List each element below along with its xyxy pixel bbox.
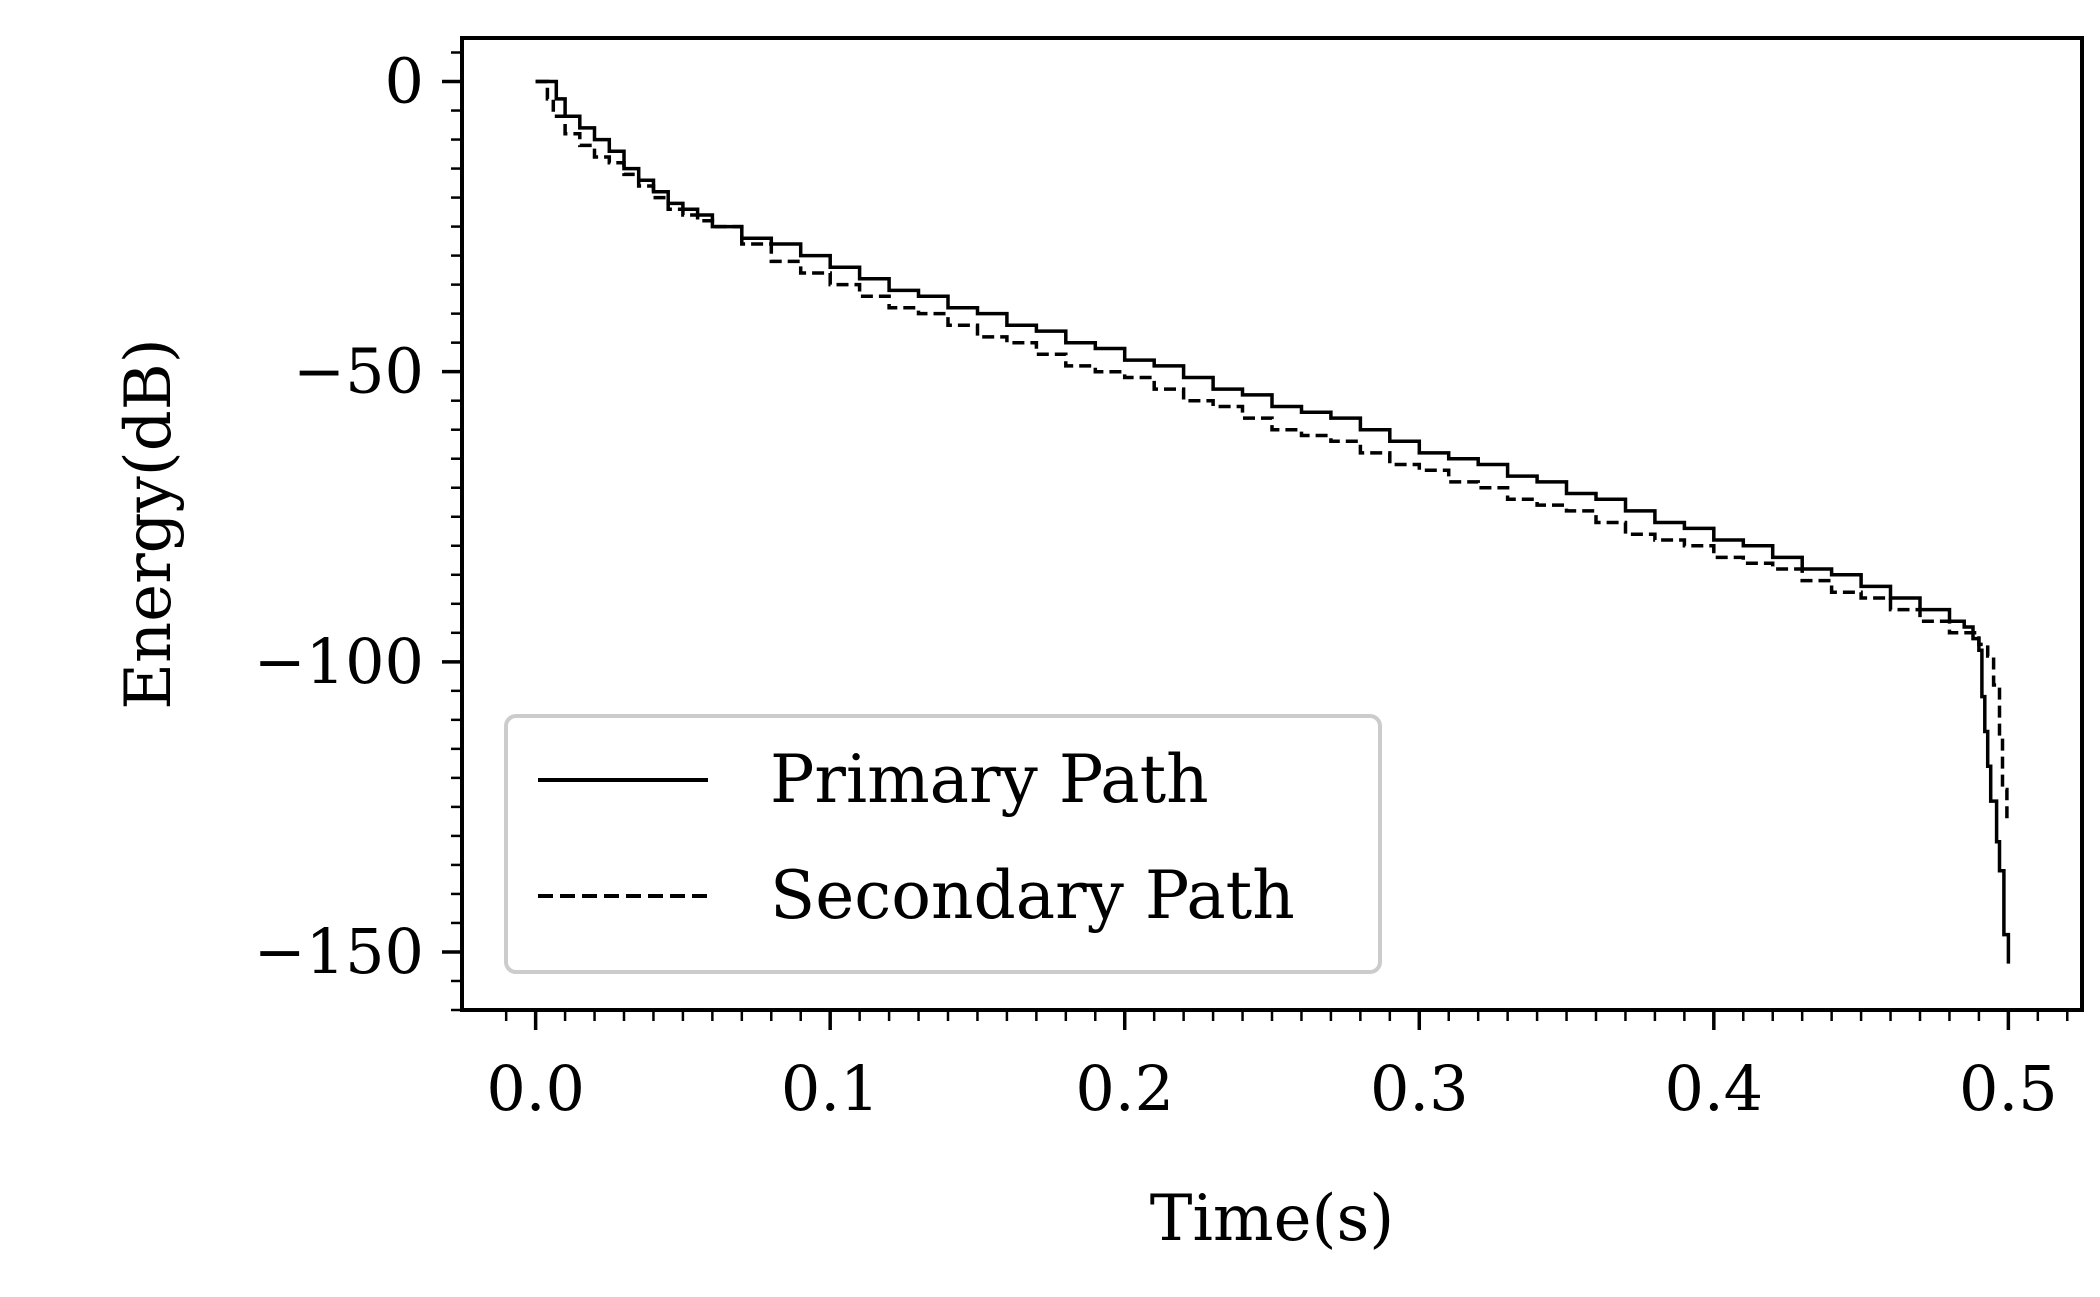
y-tick-label: −100 [254, 625, 424, 698]
legend-label-primary: Primary Path [770, 741, 1209, 818]
x-tick-label: 0.3 [1370, 1052, 1469, 1125]
x-tick-label: 0.5 [1959, 1052, 2058, 1125]
x-axis-label: Time(s) [1150, 1182, 1395, 1256]
legend-label-secondary: Secondary Path [770, 857, 1295, 934]
series-line-primary [535, 79, 2011, 964]
x-tick-label: 0.0 [486, 1052, 585, 1125]
x-tick-label: 0.4 [1665, 1052, 1764, 1125]
y-tick-label: −150 [254, 915, 424, 988]
x-tick-label: 0.1 [781, 1052, 880, 1125]
y-axis-label: Energy(dB) [112, 338, 186, 709]
x-tick-label: 0.2 [1075, 1052, 1174, 1125]
plot-lines [535, 79, 2011, 964]
y-tick-label: 0 [385, 45, 424, 118]
tick-labels: 0.0 0.1 0.2 0.3 0.4 0.5 0 −50 −100 −150 [254, 45, 2058, 1125]
axis-ticks [442, 51, 2069, 1030]
legend: Primary Path Secondary Path [504, 714, 1382, 974]
y-tick-label: −50 [293, 335, 424, 408]
legend-box [504, 714, 1382, 974]
series-line-secondary [535, 79, 2009, 819]
